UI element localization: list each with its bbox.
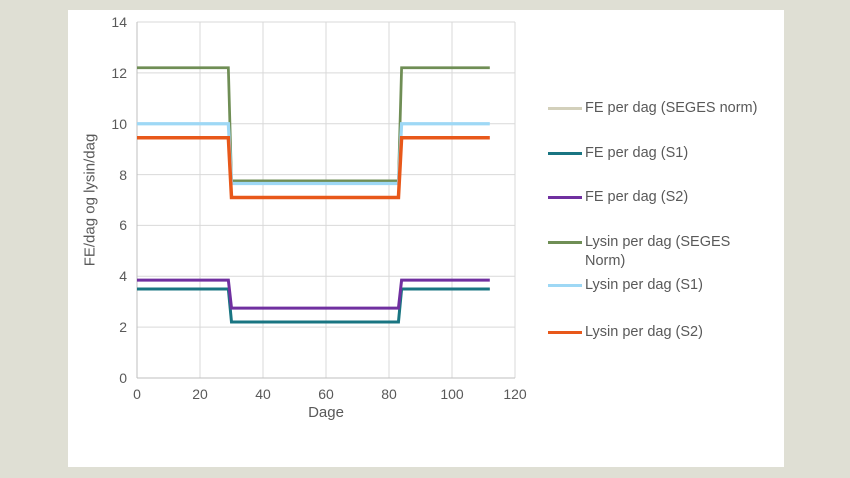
y-tick-label: 6 [119, 217, 127, 234]
series-line-3 [137, 66, 490, 183]
legend-line-swatch [548, 107, 582, 110]
y-tick-label: 0 [119, 370, 127, 386]
x-tick-label: 40 [255, 386, 271, 402]
series-line-5 [137, 135, 490, 200]
legend-label: FE per dag (S1) [585, 145, 689, 161]
series-line-4 [137, 122, 490, 186]
legend-label: Lysin per dag (S1) [585, 277, 703, 293]
y-tick-label: 14 [111, 14, 127, 30]
legend-line-swatch [548, 152, 582, 155]
legend-label: Lysin per dag (S2) [585, 324, 703, 340]
y-tick-label: 4 [119, 268, 127, 285]
legend-label: FE per dag (SEGES norm) [585, 100, 758, 116]
legend-item: Lysin per dag (S1) [548, 276, 703, 295]
chart-legend: FE per dag (SEGES norm) FE per dag (S1) FE… [548, 0, 786, 478]
legend-label: Lysin per dag (SEGES Norm) [585, 234, 731, 269]
x-tick-label: 100 [440, 386, 464, 402]
series-line-2 [137, 278, 490, 310]
x-tick-label: 120 [503, 386, 527, 402]
legend-item: Lysin per dag (S2) [548, 323, 703, 342]
y-axis-title: FE/dag og lysin/dag [81, 133, 99, 267]
legend-item: FE per dag (S2) [548, 188, 688, 207]
x-tick-label: 60 [318, 386, 334, 402]
legend-line-swatch [548, 196, 582, 199]
legend-item: FE per dag (SEGES norm) [548, 99, 757, 118]
series-line-0 [137, 287, 490, 324]
x-axis-title: Dage [308, 404, 344, 421]
legend-line-swatch [548, 241, 582, 244]
series-line-1 [137, 287, 490, 324]
chart-panel [68, 10, 784, 467]
legend-label: FE per dag (S2) [585, 189, 689, 205]
legend-item: Lysin per dag (SEGES Norm) [548, 233, 730, 271]
x-tick-label: 80 [381, 386, 397, 402]
y-tick-label: 8 [119, 166, 127, 183]
y-tick-label: 10 [111, 115, 127, 132]
legend-line-swatch [548, 284, 582, 287]
y-tick-label: 2 [119, 319, 127, 336]
y-tick-label: 12 [111, 64, 127, 81]
legend-item: FE per dag (S1) [548, 144, 688, 163]
x-tick-label: 0 [133, 386, 141, 402]
legend-line-swatch [548, 331, 582, 334]
x-tick-label: 20 [192, 386, 208, 402]
